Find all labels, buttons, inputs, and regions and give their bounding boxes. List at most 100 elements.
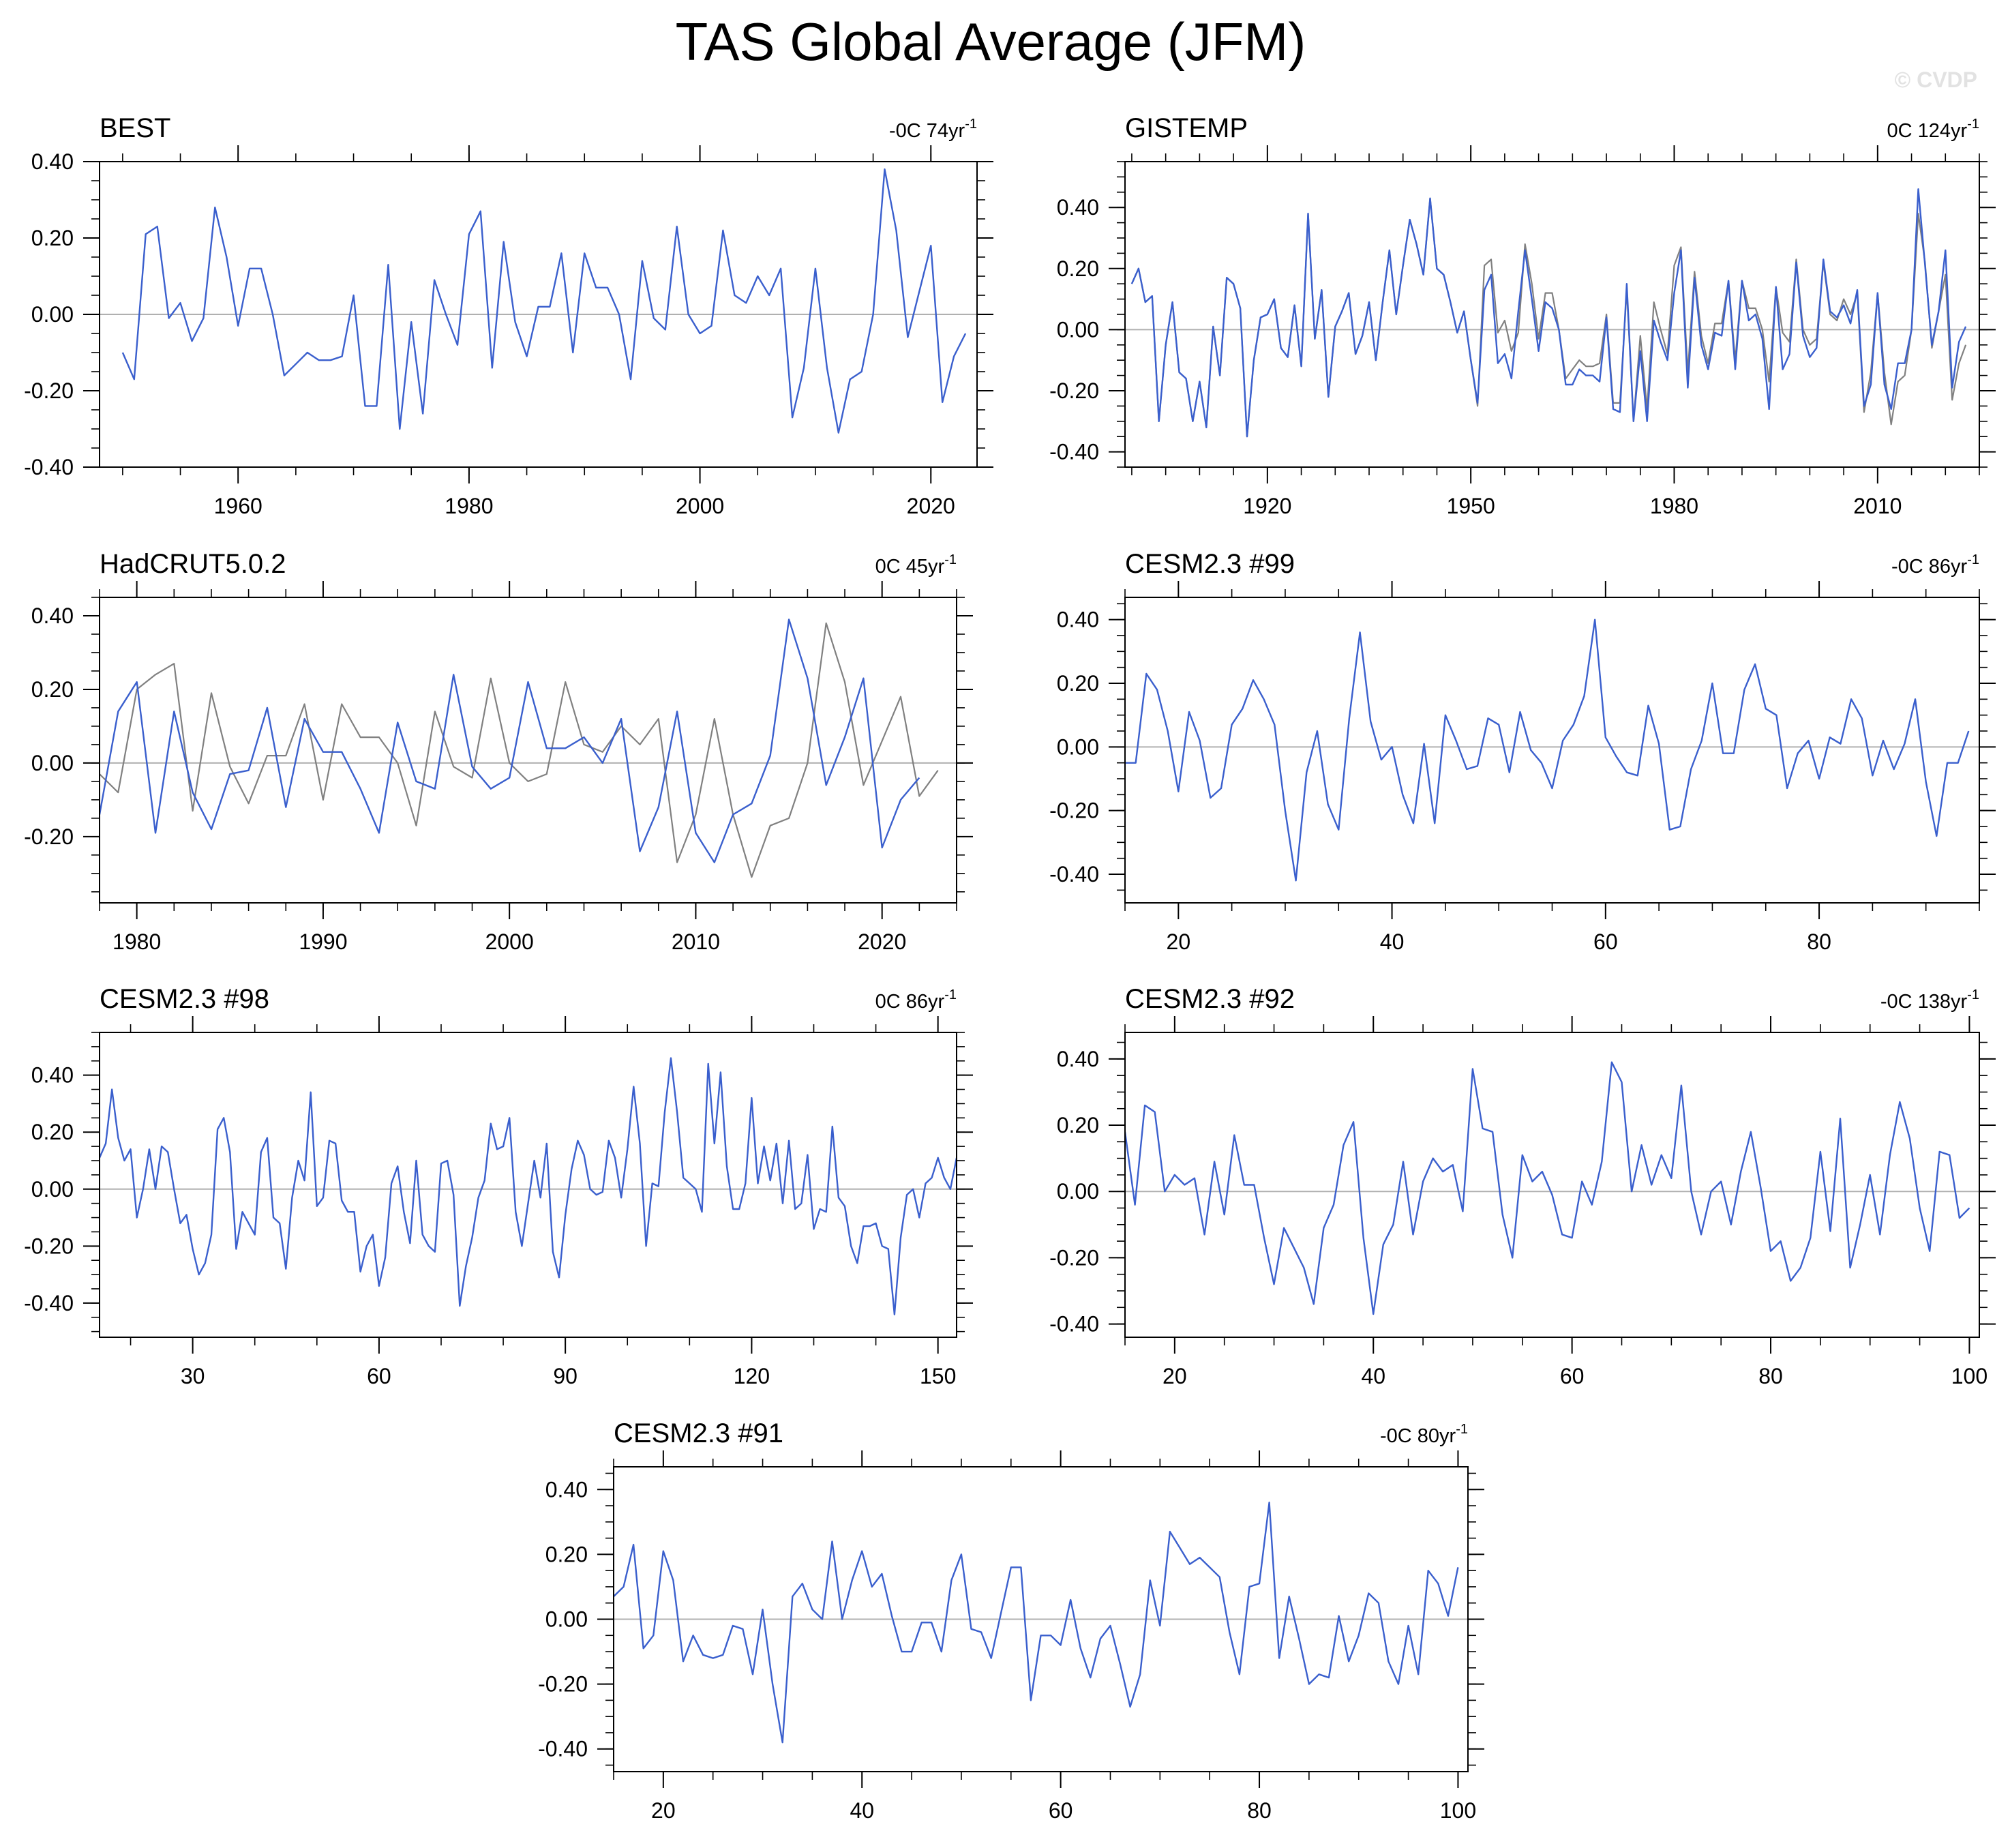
series-line-hadcrut-alt — [100, 622, 939, 878]
x-tick-label: 1980 — [112, 929, 161, 954]
y-tick-label: 0.20 — [1057, 671, 1099, 696]
y-tick-label: 0.40 — [31, 149, 74, 174]
plot-frame — [1124, 1032, 1980, 1338]
trend-annotation: -0C 80yr-1 — [1380, 1422, 1468, 1447]
x-tick-label: 2010 — [672, 929, 720, 954]
panel-title: BEST — [100, 113, 170, 143]
y-tick-label: 0.40 — [31, 603, 74, 628]
x-tick-label: 2020 — [858, 929, 906, 954]
panel-title: CESM2.3 #99 — [1125, 549, 1295, 579]
chart-panel-1: 1960 1980 2000 2020 -0.40 -0.20 0.00 0.20 0.40 BE… — [24, 113, 993, 518]
panel-title: CESM2.3 #92 — [1125, 984, 1295, 1014]
y-tick-label: 0.20 — [31, 677, 74, 702]
trend-exponent: -1 — [1967, 552, 1979, 567]
x-tick-label: 100 — [1440, 1798, 1476, 1823]
y-tick-label: -0.20 — [24, 378, 74, 403]
x-tick-label: 60 — [1593, 929, 1618, 954]
watermark: © CVDP — [1895, 68, 1977, 92]
y-tick-label: -0.20 — [538, 1672, 588, 1697]
panel-title: CESM2.3 #98 — [100, 984, 269, 1014]
trend-exponent: -1 — [944, 987, 957, 1002]
y-tick-label: 0.00 — [31, 1177, 74, 1202]
x-tick-label: 1960 — [214, 494, 262, 518]
y-tick-label: 0.40 — [545, 1477, 588, 1502]
trend-annotation: -0C 138yr-1 — [1880, 987, 1979, 1013]
trend-exponent: -1 — [1967, 117, 1979, 132]
x-tick-label: 40 — [850, 1798, 874, 1823]
trend-exponent: -1 — [1967, 987, 1979, 1002]
y-tick-label: -0.40 — [538, 1737, 588, 1761]
y-tick-label: 0.20 — [31, 1120, 74, 1144]
y-tick-label: 0.00 — [31, 302, 74, 327]
x-tick-label: 60 — [1049, 1798, 1073, 1823]
x-tick-label: 1980 — [1650, 494, 1698, 518]
y-tick-label: 0.40 — [31, 1063, 74, 1088]
series-line-gistemp-alt — [1130, 197, 1967, 438]
x-tick-label: 60 — [1560, 1364, 1585, 1388]
x-tick-label: 90 — [553, 1364, 578, 1388]
chart-panel-7: 20 40 60 80 100 -0.40 -0.20 0.00 0.20 0.40 CESM2.3… — [538, 1418, 1484, 1823]
trend-value: 0C 86yr — [875, 991, 945, 1013]
y-tick-label: 0.00 — [1057, 317, 1099, 342]
y-tick-label: -0.40 — [1049, 440, 1099, 464]
x-tick-label: 1980 — [445, 494, 493, 518]
x-tick-label: 20 — [651, 1798, 676, 1823]
trend-value: -0C 74yr — [889, 120, 965, 142]
series-line-gistemp — [1130, 188, 1967, 438]
y-tick-label: -0.20 — [1049, 799, 1099, 823]
plot-frame — [99, 597, 957, 904]
x-tick-label: 2000 — [676, 494, 724, 518]
y-tick-label: 0.00 — [1057, 1179, 1099, 1204]
trend-exponent: -1 — [1456, 1422, 1468, 1437]
y-tick-label: 0.20 — [545, 1542, 588, 1566]
trend-annotation: -0C 74yr-1 — [889, 117, 977, 142]
chart-panel-6: 20 40 60 80 100 -0.40 -0.20 0.00 0.20 0.40 CESM2.3… — [1049, 984, 1996, 1388]
y-tick-label: -0.40 — [1049, 862, 1099, 886]
y-tick-label: 0.00 — [545, 1607, 588, 1632]
x-tick-label: 80 — [1807, 929, 1831, 954]
panel-title: HadCRUT5.0.2 — [100, 549, 286, 579]
trend-value: 0C 124yr — [1887, 120, 1968, 142]
series-line-best — [121, 168, 967, 434]
plot-frame — [99, 1032, 957, 1338]
plot-frame — [1124, 161, 1980, 468]
x-tick-label: 20 — [1162, 1364, 1187, 1388]
y-tick-label: -0.20 — [24, 1234, 74, 1258]
y-tick-label: 0.00 — [1057, 734, 1099, 759]
chart-panel-2: 1920 1950 1980 2010 -0.40 -0.20 0.00 0.20 0.40 GI… — [1049, 113, 1996, 518]
x-tick-label: 60 — [367, 1364, 391, 1388]
x-tick-label: 100 — [1951, 1364, 1987, 1388]
x-tick-label: 150 — [920, 1364, 956, 1388]
chart-panel-3: 1980 1990 2000 2010 2020 -0.20 0.00 0.20 0.40 Had… — [24, 549, 973, 954]
trend-exponent: -1 — [965, 117, 977, 132]
y-tick-label: -0.40 — [24, 1291, 74, 1315]
trend-annotation: 0C 86yr-1 — [875, 987, 957, 1013]
x-tick-label: 80 — [1247, 1798, 1272, 1823]
trend-value: -0C 80yr — [1380, 1425, 1456, 1447]
x-tick-label: 2000 — [485, 929, 534, 954]
series-line-cesm2-3-92 — [1125, 1061, 1970, 1315]
y-tick-label: -0.20 — [1049, 1245, 1099, 1270]
y-tick-label: 0.20 — [1057, 256, 1099, 281]
panel-title: CESM2.3 #91 — [614, 1418, 783, 1448]
x-tick-label: 1990 — [299, 929, 347, 954]
y-tick-label: 0.40 — [1057, 1047, 1099, 1071]
x-tick-label: 20 — [1167, 929, 1191, 954]
chart-panel-4: 20 40 60 80 -0.40 -0.20 0.00 0.20 0.40 CESM2.3 #9… — [1049, 549, 1996, 954]
x-tick-label: 80 — [1758, 1364, 1783, 1388]
panel-title: GISTEMP — [1125, 113, 1248, 143]
trend-annotation: -0C 86yr-1 — [1891, 552, 1979, 578]
plot-frame — [1124, 597, 1980, 904]
plot-frame — [99, 161, 978, 468]
x-tick-label: 40 — [1380, 929, 1405, 954]
series-line-hadcrut — [100, 619, 920, 863]
x-tick-label: 1920 — [1243, 494, 1291, 518]
x-tick-label: 40 — [1361, 1364, 1385, 1388]
series-line-cesm2-3-99 — [1125, 619, 1970, 882]
y-tick-label: 0.20 — [1057, 1113, 1099, 1137]
y-tick-label: 0.40 — [1057, 195, 1099, 220]
trend-exponent: -1 — [944, 552, 957, 567]
y-tick-label: 0.00 — [31, 751, 74, 775]
plot-frame — [613, 1466, 1469, 1772]
